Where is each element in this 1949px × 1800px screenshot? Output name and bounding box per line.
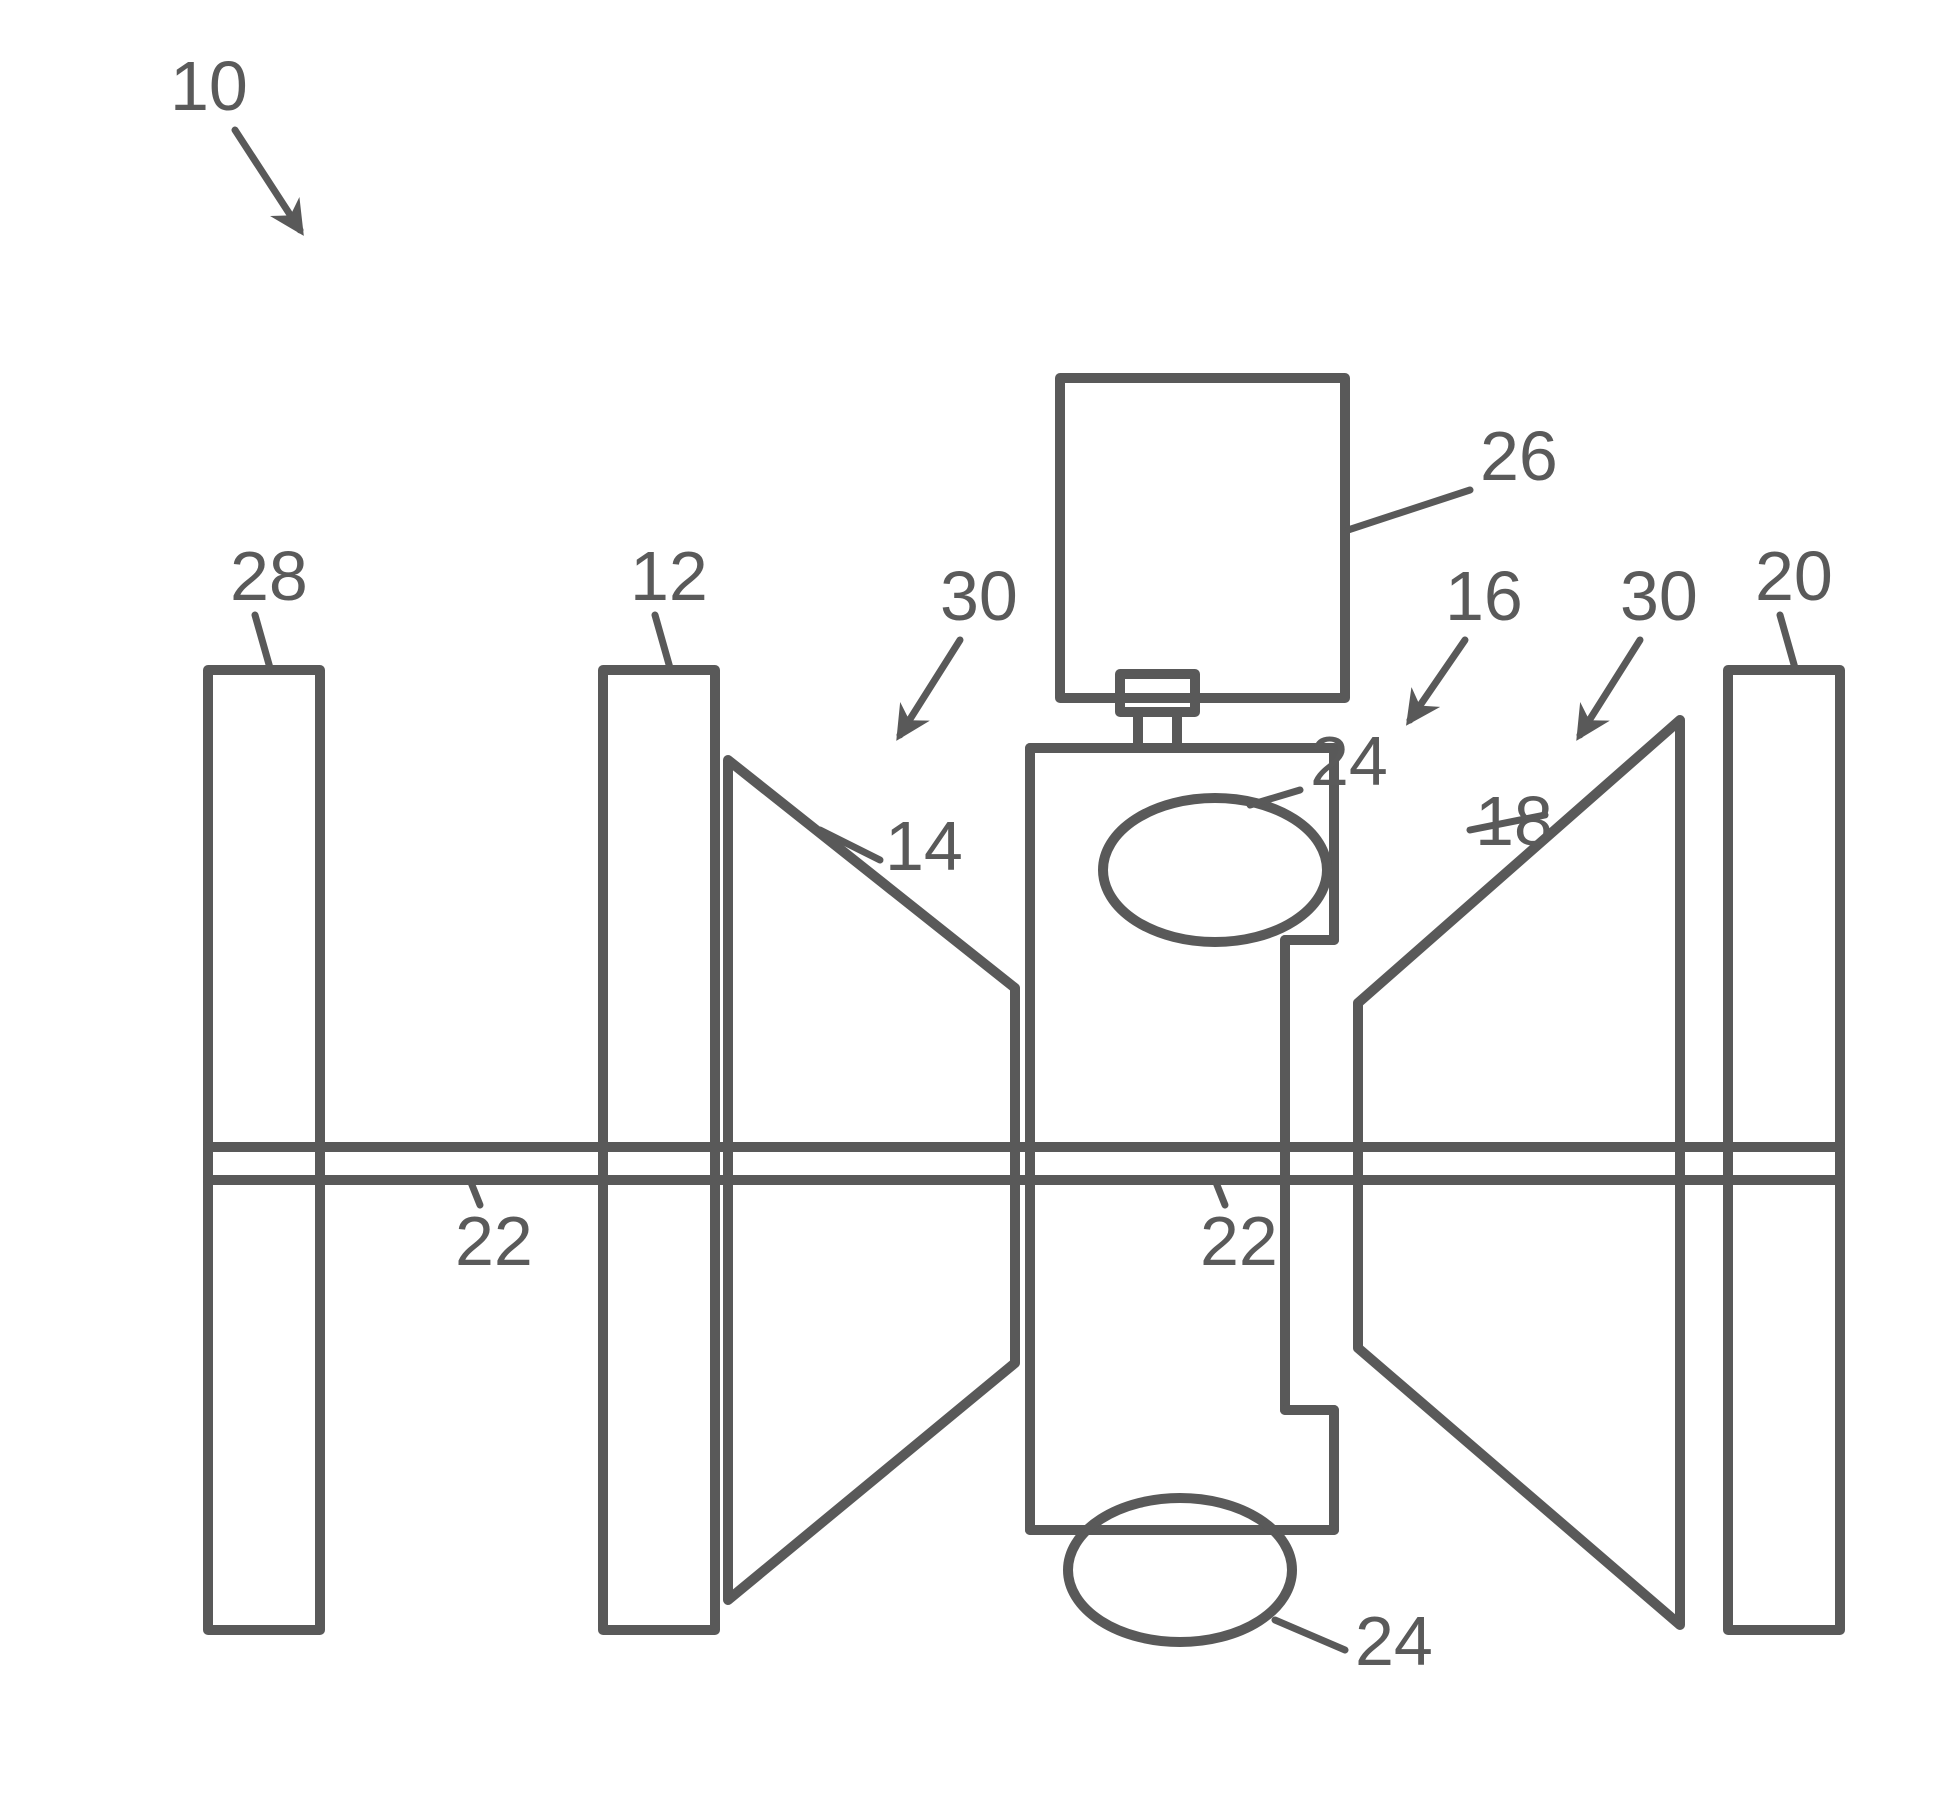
leader-l30a xyxy=(900,640,960,735)
label-22-l22b: 22 xyxy=(1200,1202,1278,1280)
label-22-l22a: 22 xyxy=(455,1202,533,1280)
label-20-l20: 20 xyxy=(1755,537,1833,615)
leader-l20 xyxy=(1780,615,1795,668)
combustor-top xyxy=(1103,798,1327,942)
label-26-l26: 26 xyxy=(1480,417,1558,495)
label-14-l14: 14 xyxy=(885,807,963,885)
leader-l16 xyxy=(1410,640,1465,720)
label-30-l30a: 30 xyxy=(940,557,1018,635)
leader-l10 xyxy=(235,130,300,230)
label-30-l30b: 30 xyxy=(1620,557,1698,635)
leader-l30b xyxy=(1580,640,1640,735)
label-24-l24b: 24 xyxy=(1355,1602,1433,1680)
label-18-l18: 18 xyxy=(1475,782,1553,860)
leader-l24a xyxy=(1250,790,1300,805)
label-10-l10: 10 xyxy=(170,47,248,125)
leader-l12 xyxy=(655,615,670,668)
leader-l26 xyxy=(1348,490,1470,530)
fuel-box xyxy=(1060,378,1345,698)
leader-l28 xyxy=(255,615,270,668)
label-28-l28: 28 xyxy=(230,537,308,615)
combustor-bottom xyxy=(1068,1498,1292,1642)
label-24-l24a: 24 xyxy=(1310,722,1388,800)
leader-l24b xyxy=(1275,1620,1345,1650)
label-12-l12: 12 xyxy=(630,537,708,615)
label-16-l16: 16 xyxy=(1445,557,1523,635)
